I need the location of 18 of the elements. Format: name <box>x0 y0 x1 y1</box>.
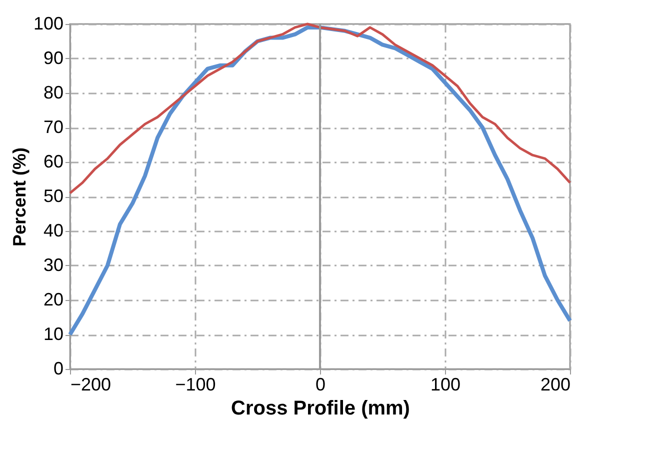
x-tick-label: −200 <box>70 374 112 394</box>
y-tick-label: 100 <box>33 14 64 34</box>
y-tick-label: 10 <box>43 324 64 344</box>
y-tick-label: 30 <box>43 255 64 275</box>
y-tick-label: 60 <box>43 152 64 172</box>
y-tick-label: 70 <box>43 117 64 137</box>
x-tick-label: 200 <box>540 374 570 394</box>
x-axis-title: Cross Profile (mm) <box>231 398 410 420</box>
y-tick-label: 40 <box>43 220 64 240</box>
y-tick-label: 50 <box>43 186 64 206</box>
x-tick-label: −100 <box>175 374 216 394</box>
y-tick-label: 20 <box>43 290 64 310</box>
x-tick-label: 0 <box>315 374 326 394</box>
x-tick-label: 100 <box>430 374 461 394</box>
y-tick-label: 80 <box>43 82 64 102</box>
y-tick-label: 0 <box>53 358 64 378</box>
y-axis-title: Percent (%) <box>9 147 30 247</box>
y-tick-label: 90 <box>43 48 64 68</box>
